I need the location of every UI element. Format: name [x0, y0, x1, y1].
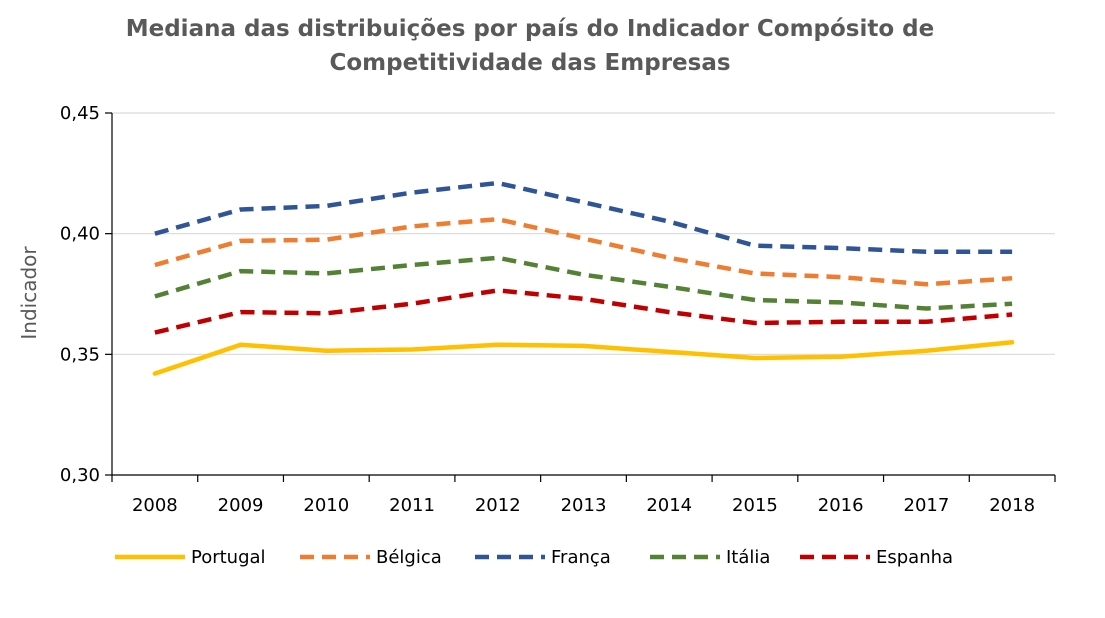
- gridlines: [112, 112, 1055, 355]
- legend-label: Bélgica: [376, 547, 442, 568]
- x-tick-label: 2013: [561, 495, 607, 516]
- y-tick-label: 0,30: [60, 465, 100, 486]
- chart-title-line-2: Competitividade das Empresas: [329, 50, 730, 76]
- x-tick-label: 2008: [132, 495, 178, 516]
- series-line-espanha: [154, 288, 1013, 335]
- series-line-italia: [154, 255, 1013, 311]
- legend: Portugal Bélgica França Itália Espanha: [115, 547, 953, 568]
- y-axis-title: Indicador: [17, 246, 41, 340]
- legend-label: França: [551, 547, 611, 568]
- series-line-portugal: [152, 340, 1015, 376]
- x-tick-label: 2015: [732, 495, 778, 516]
- x-tick-label: 2010: [303, 495, 349, 516]
- x-tick-label: 2017: [904, 495, 950, 516]
- y-tick-label: 0,35: [60, 344, 100, 365]
- x-ticks: 2008 2009 2010 2011 2012 2013 2014 2015 2016 2017…: [111, 475, 1056, 516]
- x-tick-label: 2014: [646, 495, 692, 516]
- x-tick-label: 2018: [989, 495, 1035, 516]
- x-tick-label: 2009: [218, 495, 264, 516]
- series-line-franca: [154, 180, 1013, 255]
- legend-label: Espanha: [876, 547, 953, 568]
- x-tick-label: 2012: [475, 495, 521, 516]
- y-ticks: 0,30 0,35 0,40 0,45: [60, 103, 112, 486]
- legend-label: Portugal: [191, 547, 266, 568]
- x-tick-label: 2011: [389, 495, 435, 516]
- chart-title-line-1: Mediana das distribuições por país do In…: [126, 16, 935, 42]
- y-tick-label: 0,40: [60, 224, 100, 245]
- legend-label: Itália: [726, 547, 770, 568]
- series-lines: [152, 180, 1015, 376]
- x-tick-label: 2016: [818, 495, 864, 516]
- y-tick-label: 0,45: [60, 103, 100, 124]
